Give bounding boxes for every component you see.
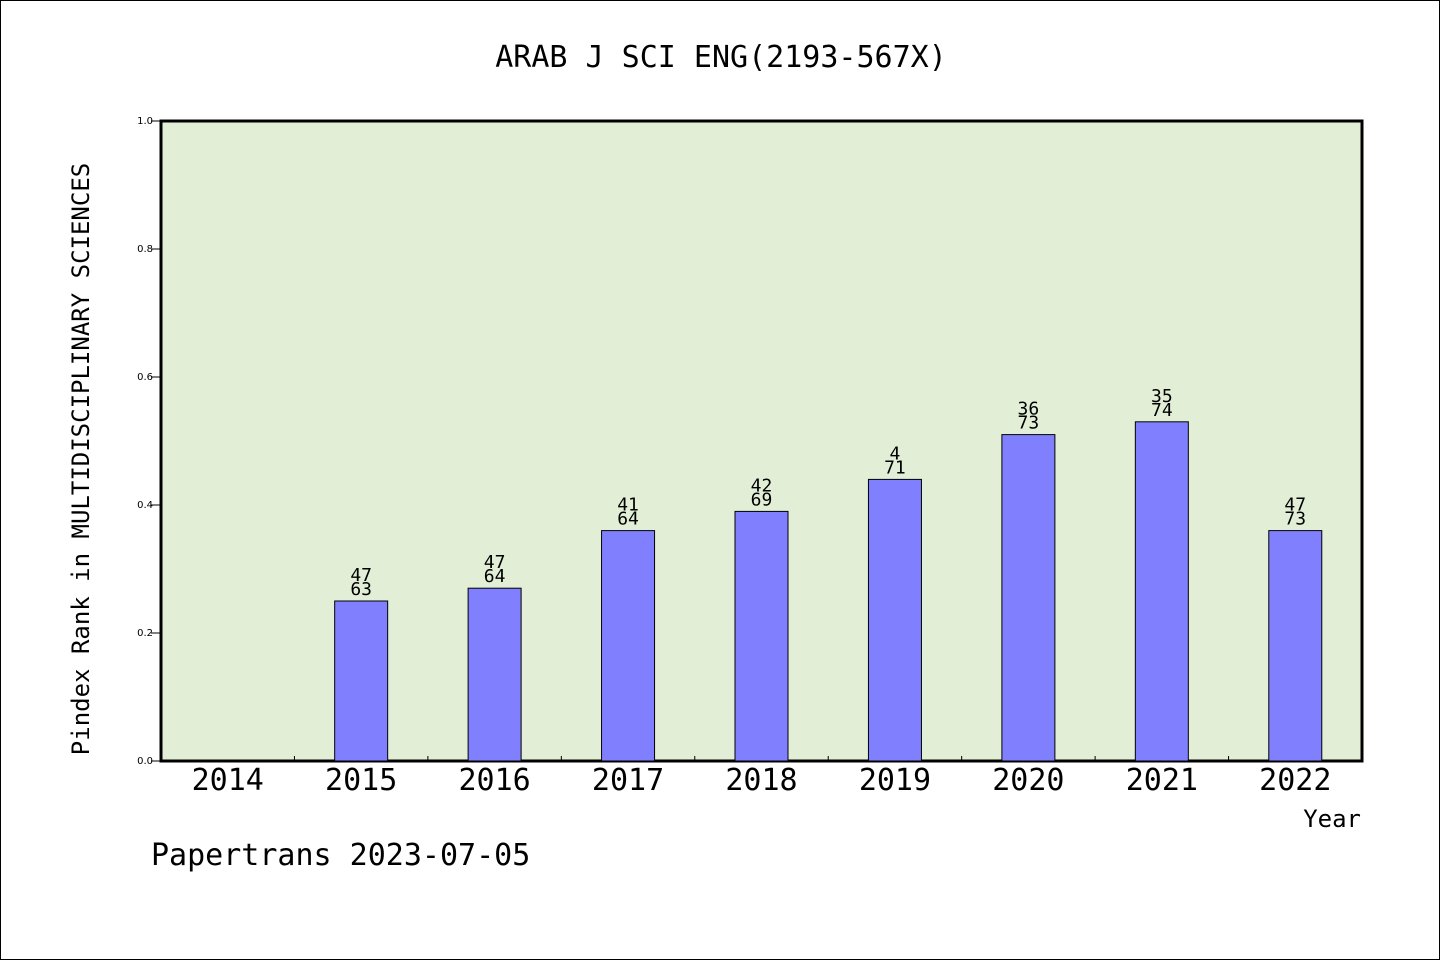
bar-2021	[1134, 421, 1189, 762]
bar-label-denominator: 64	[617, 509, 639, 530]
x-axis-label: Year	[1303, 805, 1361, 833]
bar-label-denominator: 64	[484, 566, 506, 587]
bar-label-numerator: 36	[1018, 399, 1040, 420]
bar-label-numerator: 47	[484, 552, 506, 573]
bar-label-numerator: 35	[1151, 386, 1173, 407]
bar-2018	[734, 510, 789, 762]
bar-label-numerator: 42	[751, 475, 773, 496]
bar-label-numerator: 47	[350, 565, 372, 586]
bar-label-numerator: 41	[617, 495, 639, 516]
x-tick-label: 2018	[725, 763, 797, 798]
y-tick-label: 1.0	[137, 116, 153, 127]
bar-label-denominator: 73	[1018, 413, 1040, 434]
x-tick-label: 2016	[458, 763, 530, 798]
x-tick-label: 2019	[859, 763, 931, 798]
bar-2016	[467, 587, 522, 762]
bar-label-denominator: 69	[751, 489, 773, 510]
y-tick-label: 0.2	[137, 628, 153, 639]
x-axis-ticks	[293, 756, 1230, 761]
bar-2022	[1268, 530, 1323, 762]
bar-label-denominator: 71	[884, 457, 906, 478]
x-tick-label: 2021	[1126, 763, 1198, 798]
bar-2020	[1001, 434, 1056, 762]
x-tick-label: 2022	[1259, 763, 1331, 798]
x-tick-label: 2015	[325, 763, 397, 798]
footer-text: Papertrans 2023-07-05	[151, 838, 530, 873]
y-axis-label: Pindex Rank in MULTIDISCIPLINARY SCIENCE…	[67, 163, 95, 755]
bar-label-denominator: 73	[1284, 509, 1306, 530]
x-tick-label: 2014	[192, 763, 264, 798]
y-tick-label: 0.8	[137, 244, 153, 255]
y-tick-label: 0.4	[137, 500, 153, 511]
bar-label-numerator: 47	[1284, 495, 1306, 516]
chart-title: ARAB J SCI ENG(2193-567X)	[495, 40, 947, 75]
y-tick-label: 0.0	[137, 756, 153, 767]
bar-series	[334, 421, 1323, 762]
x-axis-tick-labels: 2014 2015 2016 2017 2018 2019 2020 2021 2022	[192, 763, 1332, 798]
bar-2015	[334, 600, 389, 762]
y-tick-label: 0.6	[137, 372, 153, 383]
y-axis-ticks: 0.0 0.2 0.4 0.6 0.8 1.0	[137, 116, 161, 767]
x-tick-label: 2017	[592, 763, 664, 798]
x-tick-label: 2020	[992, 763, 1064, 798]
bar-label-numerator: 4	[890, 443, 901, 464]
bar-2017	[601, 530, 656, 762]
bar-label-denominator: 74	[1151, 400, 1173, 421]
bar-2019	[867, 478, 922, 762]
bar-label-denominator: 63	[350, 579, 372, 600]
